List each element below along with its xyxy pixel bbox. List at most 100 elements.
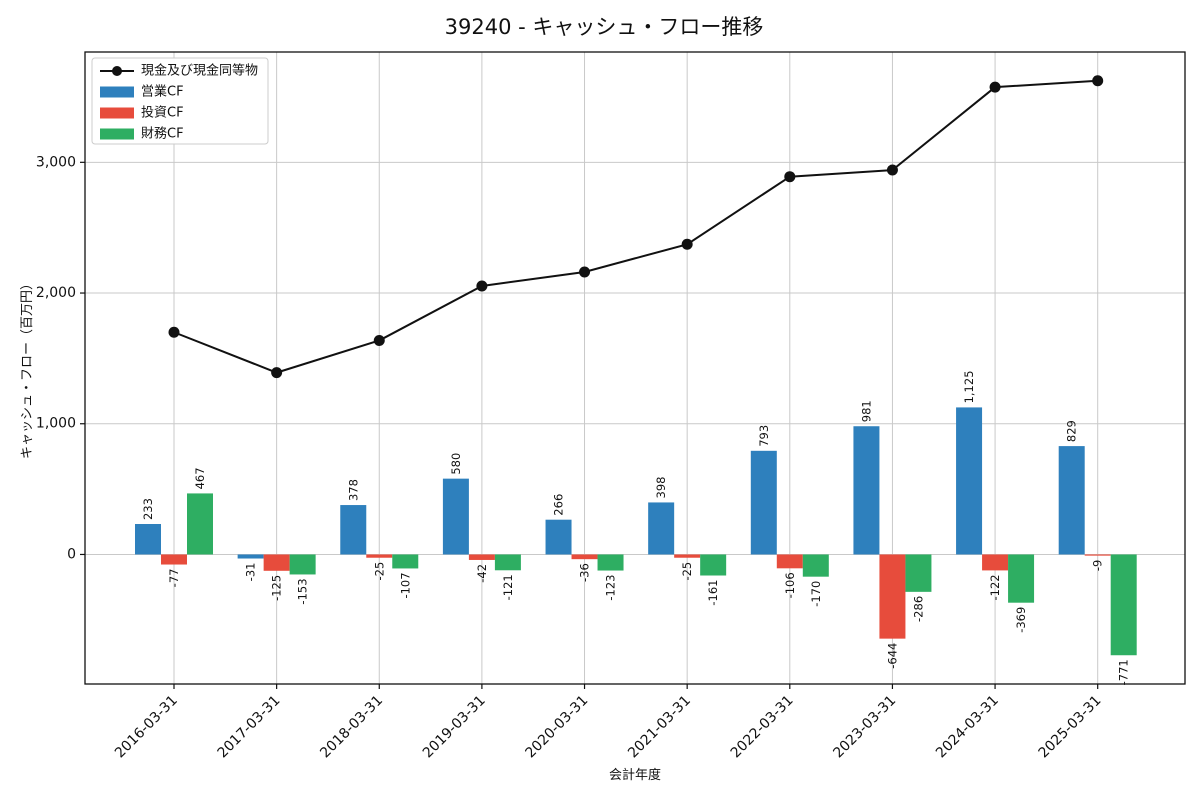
bar-financing-cf-8 [1008,554,1035,603]
x-tick-label-5: 2021-03-31 [625,693,694,762]
bar-label-financing-cf-5: -161 [706,580,720,606]
bar-label-investing-cf-3: -42 [475,564,489,583]
y-tick-label-2: 2,000 [36,285,76,301]
bar-operating-cf-1 [237,554,264,559]
bar-label-operating-cf-7: 981 [859,400,873,422]
legend-item-investing-cf: 投資CF [100,105,184,121]
cash-and-equivalents-line [173,79,1098,374]
bar-label-operating-cf-6: 793 [757,425,771,447]
bar-investing-cf-5 [674,554,701,558]
bar-operating-cf-2 [340,505,367,555]
bar-label-operating-cf-4: 266 [552,494,566,516]
bar-financing-cf-5 [700,554,727,576]
bar-investing-cf-4 [571,554,598,560]
bar-operating-cf-9 [1058,446,1085,555]
bar-label-operating-cf-8: 1,125 [962,370,976,403]
bar-operating-cf-8 [956,407,983,555]
bar-financing-cf-2 [392,554,419,569]
y-axis-label: キャッシュ・フロー（百万円） [20,277,35,459]
cash-and-equivalents-point-7 [886,164,898,176]
cash-and-equivalents-point-0 [168,326,180,338]
y-tick-label-3: 3,000 [36,154,76,170]
x-tick-label-7: 2023-03-31 [830,693,899,762]
bar-label-operating-cf-1: -31 [244,563,258,582]
chart-title: 39240 - キャッシュ・フロー推移 [445,15,764,39]
legend-item-financing-cf: 財務CF [100,127,184,142]
cash-and-equivalents-point-2 [373,334,385,346]
cash-and-equivalents-point-3 [476,280,488,292]
bar-financing-cf-9 [1110,554,1137,656]
bar-operating-cf-0 [135,524,161,555]
legend-box [91,57,269,145]
bar-operating-cf-5 [648,502,675,555]
x-axis-label: 会計年度 [609,767,661,783]
bar-label-investing-cf-2: -25 [372,562,386,581]
bar-operating-cf-3 [442,478,469,555]
bar-label-investing-cf-0: -77 [167,569,181,588]
cash-and-equivalents-point-4 [579,266,591,278]
cash-and-equivalents-point-8 [989,81,1001,93]
cash-and-equivalents-point-6 [784,171,796,183]
y-tick-label-1: 1,000 [36,416,76,432]
bar-financing-cf-4 [597,554,624,571]
bar-operating-cf-7 [853,426,880,555]
cash-and-equivalents-point-1 [271,367,283,379]
bar-investing-cf-8 [982,554,1009,571]
bar-investing-cf-6 [776,554,803,569]
bar-financing-cf-0 [187,493,213,555]
bar-label-investing-cf-8: -122 [988,574,1002,600]
bar-financing-cf-3 [494,554,521,571]
y-tick-label-0: 0 [67,546,76,562]
bar-financing-cf-1 [289,554,316,575]
bar-label-operating-cf-0: 233 [141,498,155,520]
bar-label-financing-cf-9: -771 [1117,659,1131,685]
x-tick-label-8: 2024-03-31 [933,693,1002,762]
bar-label-operating-cf-2: 378 [346,479,360,501]
legend-marker-icon [112,66,122,76]
bar-label-operating-cf-5: 398 [654,476,668,498]
bar-investing-cf-1 [263,554,290,571]
bar-label-investing-cf-9: -9 [1091,560,1105,571]
bar-label-financing-cf-4: -123 [604,575,618,601]
legend-item-operating-cf: 営業CF [100,84,184,100]
bar-label-operating-cf-3: 580 [449,453,463,475]
bar-label-financing-cf-6: -170 [809,581,823,607]
bar-label-investing-cf-1: -125 [270,575,284,601]
bar-label-financing-cf-1: -153 [296,578,310,604]
x-tick-label-3: 2019-03-31 [420,693,489,762]
bar-label-operating-cf-9: 829 [1065,420,1079,442]
axes [80,51,1186,689]
x-tick-label-0: 2016-03-31 [112,693,181,762]
bar-label-financing-cf-0: 467 [193,467,207,489]
bar-label-financing-cf-7: -286 [911,596,925,622]
x-tick-label-9: 2025-03-31 [1036,693,1105,762]
bar-label-financing-cf-2: -107 [398,572,412,598]
legend-label-operating-cf: 営業CF [141,84,184,100]
bar-investing-cf-2 [366,554,393,558]
cash-line-series [168,75,1104,379]
x-tick-label-4: 2020-03-31 [523,693,592,762]
legend-item-cash-and-equivalents: 現金及び現金同等物 [100,63,258,79]
legend-label-investing-cf: 投資CF [141,105,184,121]
cash-and-equivalents-point-5 [681,238,693,250]
legend-swatch-investing-cf [100,107,134,119]
legend-label-financing-cf: 財務CF [141,127,184,142]
legend-swatch-financing-cf [100,128,134,140]
bar-investing-cf-9 [1084,554,1111,556]
bar-investing-cf-7 [879,554,906,639]
bar-label-investing-cf-4: -36 [578,563,592,582]
bar-financing-cf-6 [802,554,829,577]
x-tick-label-6: 2022-03-31 [728,693,797,762]
bar-label-investing-cf-5: -25 [680,562,694,581]
bar-operating-cf-6 [750,450,777,555]
plot-border [84,51,1186,685]
legend-swatch-operating-cf [100,86,134,98]
bar-label-financing-cf-8: -369 [1014,607,1028,633]
bar-financing-cf-7 [905,554,932,592]
legend-label-cash-and-equivalents: 現金及び現金同等物 [141,63,258,79]
bar-investing-cf-3 [468,554,495,560]
bar-label-investing-cf-6: -106 [783,572,797,598]
